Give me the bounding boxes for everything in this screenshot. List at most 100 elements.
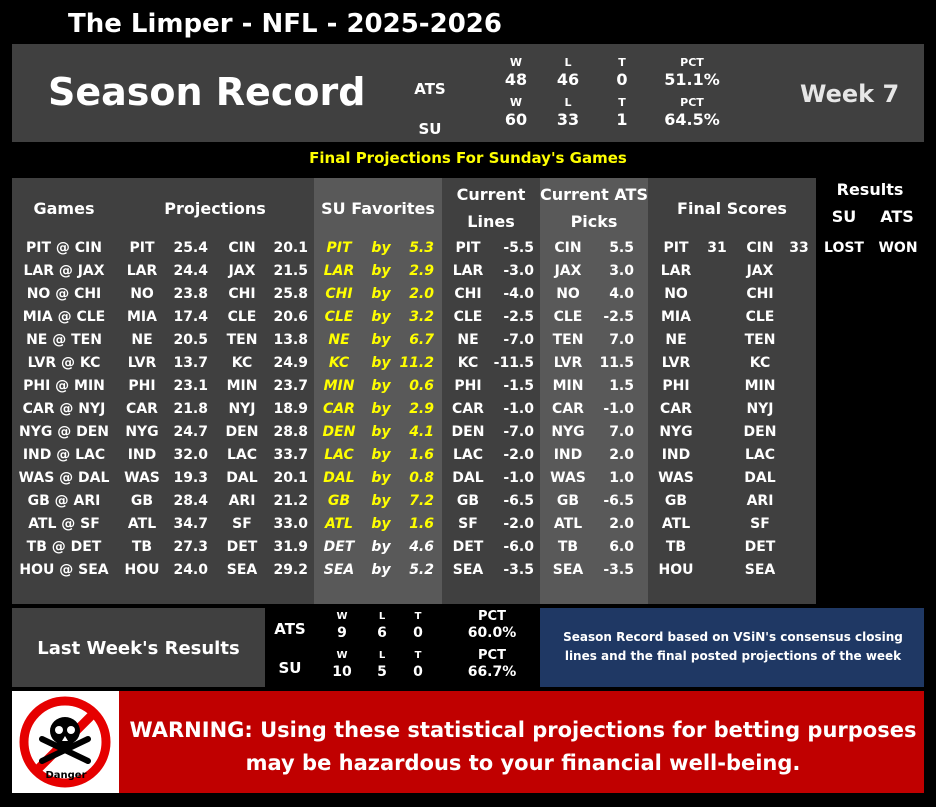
proj-team1: NO [130, 286, 154, 302]
su-favorite: NE [328, 332, 350, 348]
su-by: by [371, 378, 391, 394]
result-ats: WON [878, 240, 918, 256]
season-ats-w: 48 [504, 70, 528, 89]
su-favorite: CLE [324, 309, 354, 325]
line-value: -5.5 [503, 240, 534, 256]
line-team: CLE [453, 309, 483, 325]
last-week-label: Last Week's Results [37, 638, 240, 659]
proj-team2: CIN [228, 240, 256, 256]
game-matchup: LVR @ KC [27, 355, 101, 371]
ats-pick-team: CLE [553, 309, 583, 325]
last-week-su-t: 0 [413, 664, 423, 680]
last-week-su-l: 5 [377, 664, 387, 680]
su-favorite: ATL [325, 516, 353, 532]
season-record-note: Season Record based on VSiN's consensus … [563, 630, 903, 663]
season-ats-l: 46 [556, 70, 580, 89]
final-score2: 33 [789, 240, 809, 256]
su-by: by [371, 286, 391, 302]
season-su-t-label: T [618, 96, 626, 109]
game-matchup: TB @ DET [26, 539, 102, 555]
game-matchup: ATL @ SF [28, 516, 100, 532]
final-team2: SF [750, 516, 770, 532]
proj-team1: NYG [125, 424, 159, 440]
lines-column-bg [442, 178, 540, 604]
line-team: NE [457, 332, 479, 348]
su-margin: 2.0 [409, 286, 434, 302]
su-favorite: KC [328, 355, 350, 371]
proj-score2: 33.7 [273, 447, 308, 463]
su-margin: 2.9 [409, 263, 434, 279]
su-margin: 5.3 [409, 240, 434, 256]
ats-pick-team: CIN [554, 240, 582, 256]
ats-pick-line: 4.0 [609, 286, 634, 302]
game-matchup: PHI @ MIN [23, 378, 105, 394]
line-value: -1.5 [503, 378, 534, 394]
proj-team2: SF [232, 516, 252, 532]
header-final-scores: Final Scores [677, 199, 787, 218]
final-team1: LAR [660, 263, 692, 279]
season-ats-t: 0 [616, 70, 628, 89]
ats-pick-line: 11.5 [599, 355, 634, 371]
proj-score1: 23.1 [173, 378, 208, 394]
final-team2: DAL [744, 470, 776, 486]
proj-team2: CHI [228, 286, 256, 302]
final-team1: NE [665, 332, 687, 348]
final-team2: KC [749, 355, 771, 371]
ats-pick-team: MIN [552, 378, 584, 394]
line-team: KC [457, 355, 479, 371]
su-by: by [371, 539, 391, 555]
season-ats-t-label: T [618, 56, 626, 69]
proj-team2: ARI [228, 493, 256, 509]
final-team1: LVR [661, 355, 691, 371]
proj-score2: 21.5 [273, 263, 308, 279]
line-team: PIT [455, 240, 481, 256]
proj-score2: 20.1 [273, 470, 308, 486]
ats-pick-team: GB [556, 493, 580, 509]
last-week-stats-bg [265, 608, 540, 687]
line-team: SF [458, 516, 478, 532]
season-su-l-label: L [564, 96, 572, 109]
ats-pick-line: 6.0 [609, 539, 634, 555]
proj-score2: 21.2 [273, 493, 308, 509]
proj-score2: 29.2 [273, 562, 308, 578]
proj-score1: 21.8 [173, 401, 208, 417]
final-team2: CHI [746, 286, 774, 302]
su-margin: 3.2 [409, 309, 434, 325]
proj-team2: JAX [228, 263, 256, 279]
proj-score2: 18.9 [273, 401, 308, 417]
proj-team1: CAR [126, 401, 158, 417]
results-column-bg [816, 178, 924, 604]
final-team1: PHI [662, 378, 690, 394]
proj-score2: 23.7 [273, 378, 308, 394]
final-team2: CIN [746, 240, 774, 256]
proj-team1: TB [131, 539, 153, 555]
proj-score1: 24.4 [173, 263, 208, 279]
game-matchup: WAS @ DAL [18, 470, 110, 486]
su-favorite: CAR [323, 401, 355, 417]
proj-score2: 33.0 [273, 516, 308, 532]
last-week-su-pct-label: PCT [478, 648, 506, 663]
season-su-w-label: W [509, 96, 523, 109]
su-by: by [371, 401, 391, 417]
final-team2: TEN [744, 332, 776, 348]
proj-score1: 19.3 [173, 470, 208, 486]
ats-pick-team: SEA [552, 562, 584, 578]
su-by: by [371, 240, 391, 256]
season-su-label: SU [418, 120, 442, 138]
last-week-ats-pct: 60.0% [467, 625, 517, 641]
games-column-bg [12, 178, 116, 604]
proj-team2: KC [231, 355, 253, 371]
proj-team2: DEN [225, 424, 259, 440]
su-margin: 4.1 [409, 424, 434, 440]
ats-pick-line: 1.0 [609, 470, 634, 486]
final-team2: MIN [744, 378, 776, 394]
su-margin: 0.8 [409, 470, 434, 486]
proj-team1: ATL [127, 516, 157, 532]
proj-score1: 20.5 [173, 332, 208, 348]
final-team2: ARI [746, 493, 774, 509]
line-value: -6.5 [503, 493, 534, 509]
line-value: -3.5 [503, 562, 534, 578]
last-week-ats-label: ATS [274, 620, 306, 638]
final-team2: CLE [745, 309, 775, 325]
su-favorite: DET [323, 539, 355, 555]
